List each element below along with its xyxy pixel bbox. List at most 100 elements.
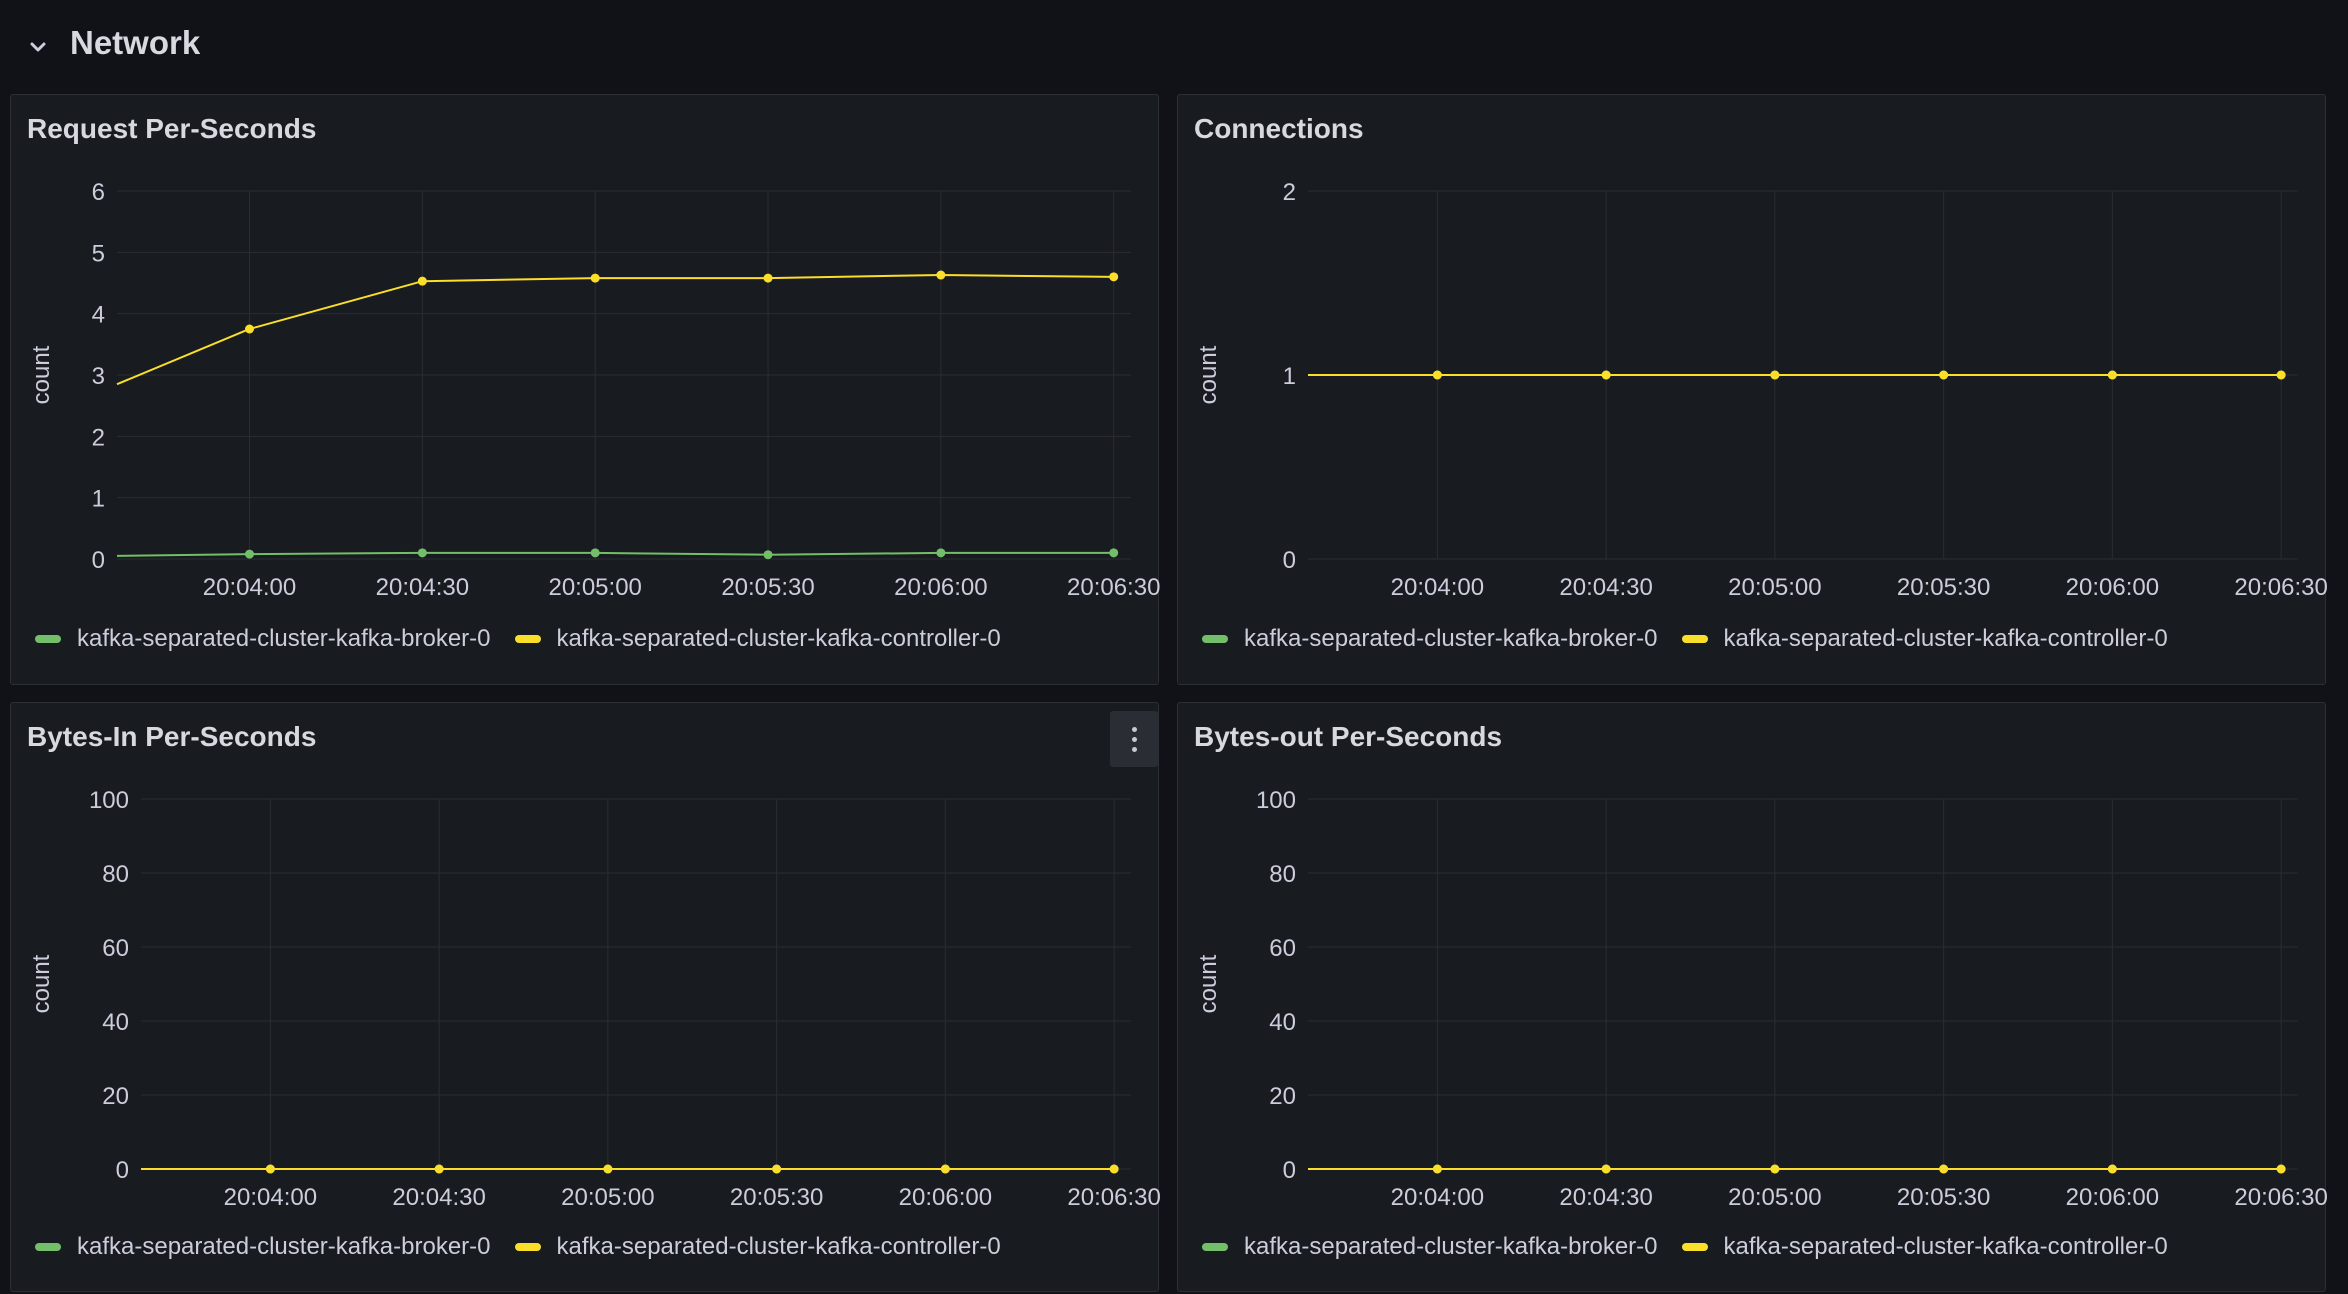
x-tick-label: 20:04:30 xyxy=(392,1184,485,1211)
legend-label: kafka-separated-cluster-kafka-controller… xyxy=(556,1233,1001,1260)
x-tick-label: 20:05:00 xyxy=(1728,574,1821,601)
x-tick-label: 20:05:30 xyxy=(730,1184,823,1211)
row-header-network[interactable]: Network xyxy=(0,0,2348,92)
legend-item[interactable]: kafka-separated-cluster-kafka-broker-0 xyxy=(35,1233,491,1261)
data-point xyxy=(1939,370,1949,380)
y-tick-label: 0 xyxy=(92,547,105,574)
legend-swatch xyxy=(1681,1243,1708,1251)
x-tick-label: 20:04:00 xyxy=(203,574,296,601)
panel-request-per-seconds[interactable]: Request Per-Seconds 0 1 2 3 4 5 6 20:04:00 20:04… xyxy=(10,94,1160,685)
x-tick-label: 20:06:00 xyxy=(2066,574,2159,601)
data-point xyxy=(940,1164,950,1174)
y-tick-label: 2 xyxy=(92,424,105,451)
x-tick-label: 20:04:30 xyxy=(1559,574,1652,601)
y-tick-label: 0 xyxy=(1283,1157,1296,1184)
x-tick-label: 20:04:00 xyxy=(224,1184,317,1211)
panel-title: Connections xyxy=(1194,113,1364,144)
legend-item[interactable]: kafka-separated-cluster-kafka-broker-0 xyxy=(35,625,491,653)
data-point xyxy=(1109,548,1119,558)
y-tick-label: 60 xyxy=(102,935,129,962)
data-point xyxy=(2107,1164,2117,1174)
x-tick-label: 20:05:30 xyxy=(721,574,814,601)
panel-connections[interactable]: Connections 0 1 2 20:04:00 20:04:30 20:05:00 2… xyxy=(1177,94,2327,685)
x-tick-label: 20:05:00 xyxy=(548,574,641,601)
legend-label: kafka-separated-cluster-kafka-broker-0 xyxy=(77,1233,491,1260)
panel-menu-button[interactable] xyxy=(1110,711,1158,767)
x-tick-label: 20:04:30 xyxy=(376,574,469,601)
legend-item[interactable]: kafka-separated-cluster-kafka-broker-0 xyxy=(1202,625,1658,653)
x-tick-label: 20:06:00 xyxy=(894,574,987,601)
data-point xyxy=(2276,1164,2286,1174)
legend: kafka-separated-cluster-kafka-broker-0 ka… xyxy=(35,1233,1025,1261)
data-point xyxy=(245,549,255,559)
data-point xyxy=(1432,1164,1442,1174)
chevron-down-icon[interactable] xyxy=(26,36,50,60)
x-tick-label: 20:04:30 xyxy=(1559,1184,1652,1211)
more-vertical-icon xyxy=(1132,727,1137,732)
chart-request-per-seconds: 0 1 2 3 4 5 6 20:04:00 20:04:30 20:05:00 20:05:30 2… xyxy=(28,179,1160,601)
x-tick-label: 20:04:00 xyxy=(1391,1184,1484,1211)
data-point xyxy=(1109,272,1119,282)
series-line-0 xyxy=(116,551,1114,557)
y-tick-label: 80 xyxy=(102,861,129,888)
data-point xyxy=(434,1164,444,1174)
y-tick-label: 40 xyxy=(1269,1009,1296,1036)
x-tick-label: 20:05:30 xyxy=(1897,1184,1990,1211)
legend-swatch xyxy=(1681,635,1708,643)
x-tick-label: 20:05:00 xyxy=(1728,1184,1821,1211)
data-point xyxy=(1770,370,1780,380)
y-tick-label: 1 xyxy=(92,486,105,513)
legend-swatch xyxy=(514,1243,541,1251)
legend-item[interactable]: kafka-separated-cluster-kafka-controller… xyxy=(514,625,1001,653)
y-tick-label: 20 xyxy=(102,1083,129,1110)
data-point xyxy=(936,548,946,558)
legend: kafka-separated-cluster-kafka-broker-0 ka… xyxy=(1202,1233,2192,1261)
data-point xyxy=(245,324,255,334)
x-tick-label: 20:05:30 xyxy=(1897,574,1990,601)
x-tick-label: 20:06:30 xyxy=(2234,1184,2327,1211)
legend-label: kafka-separated-cluster-kafka-controller… xyxy=(556,625,1001,652)
y-tick-label: 3 xyxy=(92,363,105,390)
y-tick-label: 0 xyxy=(116,1157,129,1184)
data-point xyxy=(590,548,600,558)
x-tick-label: 20:05:00 xyxy=(561,1184,654,1211)
y-tick-label: 1 xyxy=(1283,363,1296,390)
x-tick-label: 20:04:00 xyxy=(1391,574,1484,601)
panel-bytes-out-per-seconds[interactable]: Bytes-out Per-Seconds 0 20 40 60 80 100 20:04:… xyxy=(1177,702,2327,1292)
legend-swatch xyxy=(514,635,541,643)
data-point xyxy=(1939,1164,1949,1174)
x-tick-label: 20:06:00 xyxy=(2066,1184,2159,1211)
panel-title: Bytes-out Per-Seconds xyxy=(1194,721,1503,752)
panel-title: Request Per-Seconds xyxy=(27,113,317,144)
y-axis-label: count xyxy=(1195,345,1222,404)
data-point xyxy=(1601,370,1611,380)
panel-bytes-in-per-seconds[interactable]: Bytes-In Per-Seconds 0 20 40 60 80 100 20:04:0… xyxy=(10,702,1160,1292)
data-point xyxy=(590,273,600,283)
y-tick-label: 20 xyxy=(1269,1083,1296,1110)
legend-item[interactable]: kafka-separated-cluster-kafka-controller… xyxy=(1681,625,2168,653)
data-point xyxy=(603,1164,613,1174)
chart-bytes-out-per-seconds: 0 20 40 60 80 100 20:04:00 20:04:30 20:05:00 20:0… xyxy=(1195,787,2327,1211)
data-point xyxy=(763,550,773,560)
legend: kafka-separated-cluster-kafka-broker-0 ka… xyxy=(1202,625,2192,653)
y-axis-label: count xyxy=(1195,954,1222,1013)
panel-title: Bytes-In Per-Seconds xyxy=(27,721,317,752)
data-point xyxy=(265,1164,275,1174)
legend-item[interactable]: kafka-separated-cluster-kafka-controller… xyxy=(1681,1233,2168,1261)
y-tick-label: 6 xyxy=(92,179,105,206)
legend-item[interactable]: kafka-separated-cluster-kafka-controller… xyxy=(514,1233,1001,1261)
legend-swatch xyxy=(1202,635,1228,643)
data-point xyxy=(1432,370,1442,380)
x-tick-label: 20:06:30 xyxy=(1067,1184,1160,1211)
data-point xyxy=(1770,1164,1780,1174)
y-tick-label: 2 xyxy=(1283,179,1296,206)
data-point xyxy=(763,273,773,283)
legend-label: kafka-separated-cluster-kafka-broker-0 xyxy=(77,625,491,652)
chart-bytes-in-per-seconds: 0 20 40 60 80 100 20:04:00 20:04:30 20:05:00 20:0… xyxy=(28,787,1160,1211)
y-axis-label: count xyxy=(28,954,55,1013)
data-point xyxy=(772,1164,782,1174)
more-vertical-icon xyxy=(1132,747,1137,752)
legend-item[interactable]: kafka-separated-cluster-kafka-broker-0 xyxy=(1202,1233,1658,1261)
data-point xyxy=(417,548,427,558)
x-tick-label: 20:06:00 xyxy=(899,1184,992,1211)
